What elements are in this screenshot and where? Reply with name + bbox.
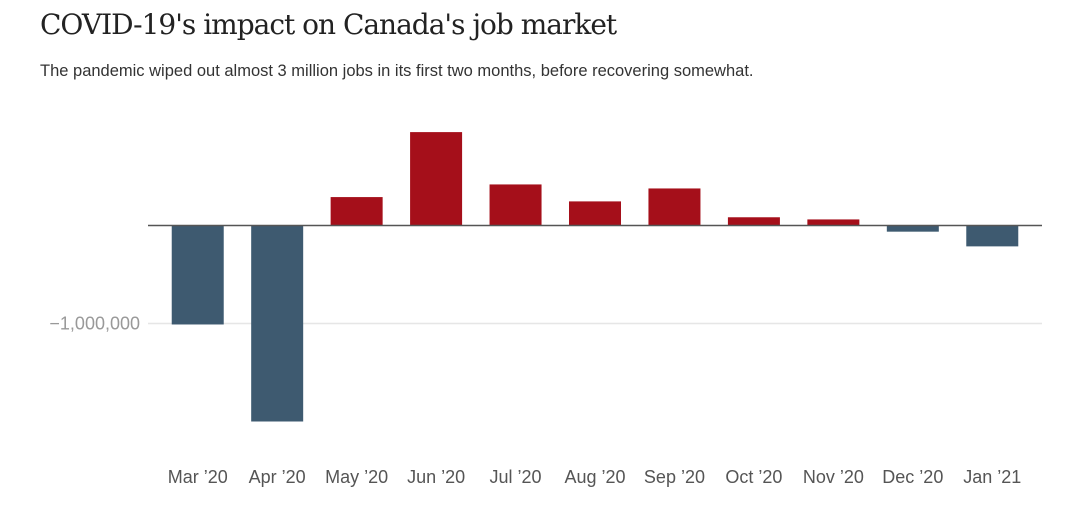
- x-tick-label: Nov ’20: [803, 467, 864, 487]
- chart-title: COVID-19's impact on Canada's job market: [40, 8, 617, 41]
- bar-5: [569, 201, 621, 226]
- x-tick-label: Oct ’20: [725, 467, 782, 487]
- x-tick-label: May ’20: [325, 467, 388, 487]
- bar-9: [886, 225, 939, 232]
- bar-2: [330, 197, 383, 226]
- x-tick-label: Jun ’20: [407, 467, 465, 487]
- chart-subtitle: The pandemic wiped out almost 3 million …: [40, 62, 754, 80]
- bar-7: [727, 217, 780, 226]
- bar-4: [489, 184, 542, 226]
- y-tick-label: −1,000,000: [49, 314, 140, 334]
- bar-6: [648, 188, 701, 226]
- x-tick-label: Dec ’20: [882, 467, 943, 487]
- x-axis-labels: Mar ’20 Apr ’20 May ’20 Jun ’20 Jul ’20 Aug ’…: [168, 467, 1022, 487]
- bar-0: [171, 225, 224, 325]
- bar-10: [966, 225, 1019, 247]
- bar-3: [410, 132, 463, 226]
- x-tick-label: Apr ’20: [249, 467, 306, 487]
- x-tick-label: Jul ’20: [490, 467, 542, 487]
- bar-8: [807, 219, 860, 226]
- y-axis-labels: −1,000,000: [49, 314, 140, 334]
- x-tick-label: Mar ’20: [168, 467, 228, 487]
- bar-1: [251, 225, 304, 422]
- x-tick-label: Aug ’20: [564, 467, 625, 487]
- x-tick-label: Sep ’20: [644, 467, 705, 487]
- bars: [171, 132, 1019, 422]
- x-tick-label: Jan ’21: [963, 467, 1021, 487]
